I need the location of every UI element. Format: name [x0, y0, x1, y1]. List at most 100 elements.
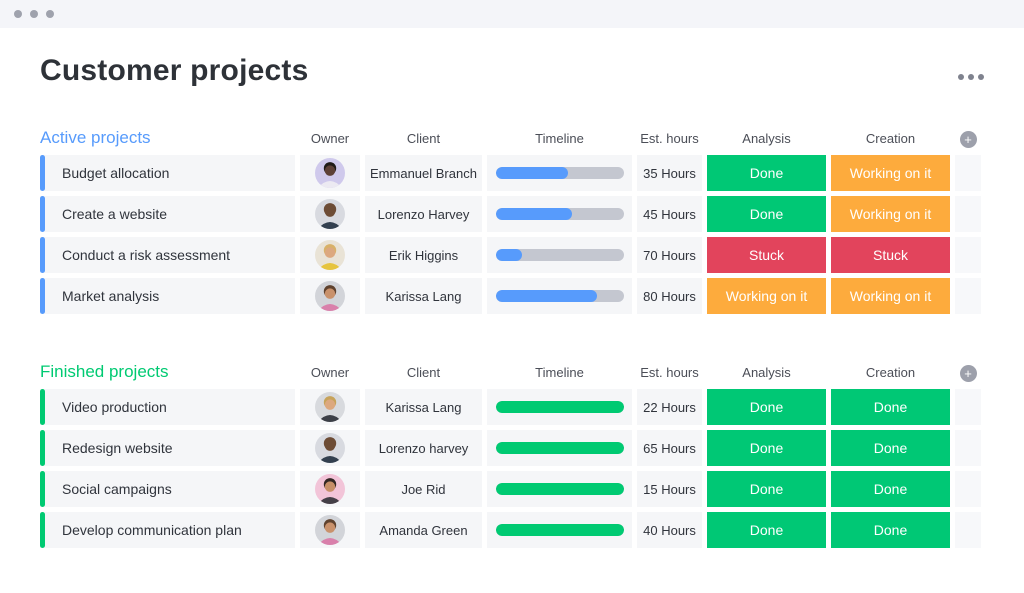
- column-header-client[interactable]: Client: [406, 365, 441, 380]
- client-cell[interactable]: Lorenzo harvey: [365, 430, 482, 466]
- timeline-cell[interactable]: [487, 237, 632, 273]
- column-header-owner[interactable]: Owner: [310, 131, 350, 146]
- column-header-analysis[interactable]: Analysis: [742, 131, 791, 146]
- est-hours-cell[interactable]: 35 Hours: [637, 155, 702, 191]
- avatar: [315, 158, 345, 188]
- analysis-status-cell[interactable]: Done: [707, 389, 826, 425]
- timeline-cell[interactable]: [487, 155, 632, 191]
- client-cell[interactable]: Lorenzo Harvey: [365, 196, 482, 232]
- group-rows: Video production Karissa Lang: [40, 389, 984, 548]
- owner-cell[interactable]: [300, 155, 360, 191]
- timeline-bar: [495, 290, 624, 302]
- avatar: [315, 474, 345, 504]
- task-name-cell[interactable]: Market analysis: [40, 278, 295, 314]
- est-hours-cell[interactable]: 80 Hours: [637, 278, 702, 314]
- avatar: [315, 433, 345, 463]
- board-menu-button[interactable]: [958, 74, 984, 80]
- task-name-cell[interactable]: Develop communication plan: [40, 512, 295, 548]
- column-header-client[interactable]: Client: [406, 131, 441, 146]
- owner-cell[interactable]: [300, 196, 360, 232]
- add-column-button[interactable]: +: [959, 131, 977, 148]
- column-header-est-hours[interactable]: Est. hours: [640, 131, 699, 146]
- column-header-creation[interactable]: Creation: [865, 131, 916, 146]
- analysis-status-cell[interactable]: Done: [707, 512, 826, 548]
- table-row: Redesign website Lorenzo harvey: [40, 430, 984, 466]
- avatar: [315, 240, 345, 270]
- group-header: Active projects Owner Client Timeline Es…: [40, 126, 984, 148]
- creation-status-cell[interactable]: Working on it: [831, 196, 950, 232]
- timeline-cell[interactable]: [487, 430, 632, 466]
- task-name: Video production: [62, 399, 167, 415]
- ellipsis-icon: [978, 74, 984, 80]
- est-hours-cell[interactable]: 15 Hours: [637, 471, 702, 507]
- spacer-cell: [955, 471, 981, 507]
- task-name-cell[interactable]: Redesign website: [40, 430, 295, 466]
- est-hours-cell[interactable]: 70 Hours: [637, 237, 702, 273]
- task-name: Redesign website: [62, 440, 173, 456]
- analysis-status-cell[interactable]: Done: [707, 430, 826, 466]
- column-header-est-hours[interactable]: Est. hours: [640, 365, 699, 380]
- est-hours-cell[interactable]: 45 Hours: [637, 196, 702, 232]
- analysis-status-cell[interactable]: Working on it: [707, 278, 826, 314]
- timeline-fill: [495, 167, 569, 179]
- task-name-cell[interactable]: Create a website: [40, 196, 295, 232]
- avatar: [315, 281, 345, 311]
- group-title[interactable]: Active projects: [40, 128, 151, 147]
- timeline-cell[interactable]: [487, 389, 632, 425]
- client-cell[interactable]: Erik Higgins: [365, 237, 482, 273]
- analysis-status-cell[interactable]: Done: [707, 155, 826, 191]
- column-header-analysis[interactable]: Analysis: [742, 365, 791, 380]
- person-icon: [317, 244, 343, 270]
- task-name-cell[interactable]: Video production: [40, 389, 295, 425]
- est-hours-cell[interactable]: 22 Hours: [637, 389, 702, 425]
- creation-status-cell[interactable]: Done: [831, 389, 950, 425]
- creation-status-cell[interactable]: Working on it: [831, 155, 950, 191]
- timeline-fill: [495, 524, 624, 536]
- task-name-cell[interactable]: Social campaigns: [40, 471, 295, 507]
- client-cell[interactable]: Karissa Lang: [365, 278, 482, 314]
- timeline-fill: [495, 290, 597, 302]
- client-cell[interactable]: Joe Rid: [365, 471, 482, 507]
- task-name-cell[interactable]: Conduct a risk assessment: [40, 237, 295, 273]
- analysis-status-cell[interactable]: Done: [707, 471, 826, 507]
- owner-cell[interactable]: [300, 237, 360, 273]
- timeline-cell[interactable]: [487, 278, 632, 314]
- column-header-owner[interactable]: Owner: [310, 365, 350, 380]
- creation-status-cell[interactable]: Stuck: [831, 237, 950, 273]
- table-row: Budget allocation Emmanuel Branch: [40, 155, 984, 191]
- add-column-button[interactable]: +: [959, 365, 977, 382]
- timeline-cell[interactable]: [487, 196, 632, 232]
- creation-status-cell[interactable]: Done: [831, 512, 950, 548]
- timeline-cell[interactable]: [487, 512, 632, 548]
- creation-status-cell[interactable]: Working on it: [831, 278, 950, 314]
- column-header-timeline[interactable]: Timeline: [535, 365, 584, 380]
- creation-status-cell[interactable]: Done: [831, 430, 950, 466]
- owner-cell[interactable]: [300, 278, 360, 314]
- est-hours-cell[interactable]: 40 Hours: [637, 512, 702, 548]
- timeline-cell[interactable]: [487, 471, 632, 507]
- table-row: Conduct a risk assessment Erik Higgins: [40, 237, 984, 273]
- timeline-bar: [495, 483, 624, 495]
- column-header-creation[interactable]: Creation: [865, 365, 916, 380]
- column-header-timeline[interactable]: Timeline: [535, 131, 584, 146]
- timeline-fill: [495, 401, 624, 413]
- owner-cell[interactable]: [300, 471, 360, 507]
- group-title[interactable]: Finished projects: [40, 362, 169, 381]
- est-hours-cell[interactable]: 65 Hours: [637, 430, 702, 466]
- owner-cell[interactable]: [300, 512, 360, 548]
- group-accent-bar: [40, 155, 45, 191]
- spacer-cell: [955, 430, 981, 466]
- client-cell[interactable]: Emmanuel Branch: [365, 155, 482, 191]
- window-titlebar: [0, 0, 1024, 28]
- client-cell[interactable]: Amanda Green: [365, 512, 482, 548]
- analysis-status-cell[interactable]: Stuck: [707, 237, 826, 273]
- owner-cell[interactable]: [300, 389, 360, 425]
- analysis-status-cell[interactable]: Done: [707, 196, 826, 232]
- creation-status-cell[interactable]: Done: [831, 471, 950, 507]
- owner-cell[interactable]: [300, 430, 360, 466]
- client-cell[interactable]: Karissa Lang: [365, 389, 482, 425]
- table-row: Video production Karissa Lang: [40, 389, 984, 425]
- group-active-projects: Active projects Owner Client Timeline Es…: [40, 126, 984, 314]
- task-name-cell[interactable]: Budget allocation: [40, 155, 295, 191]
- group-accent-bar: [40, 471, 45, 507]
